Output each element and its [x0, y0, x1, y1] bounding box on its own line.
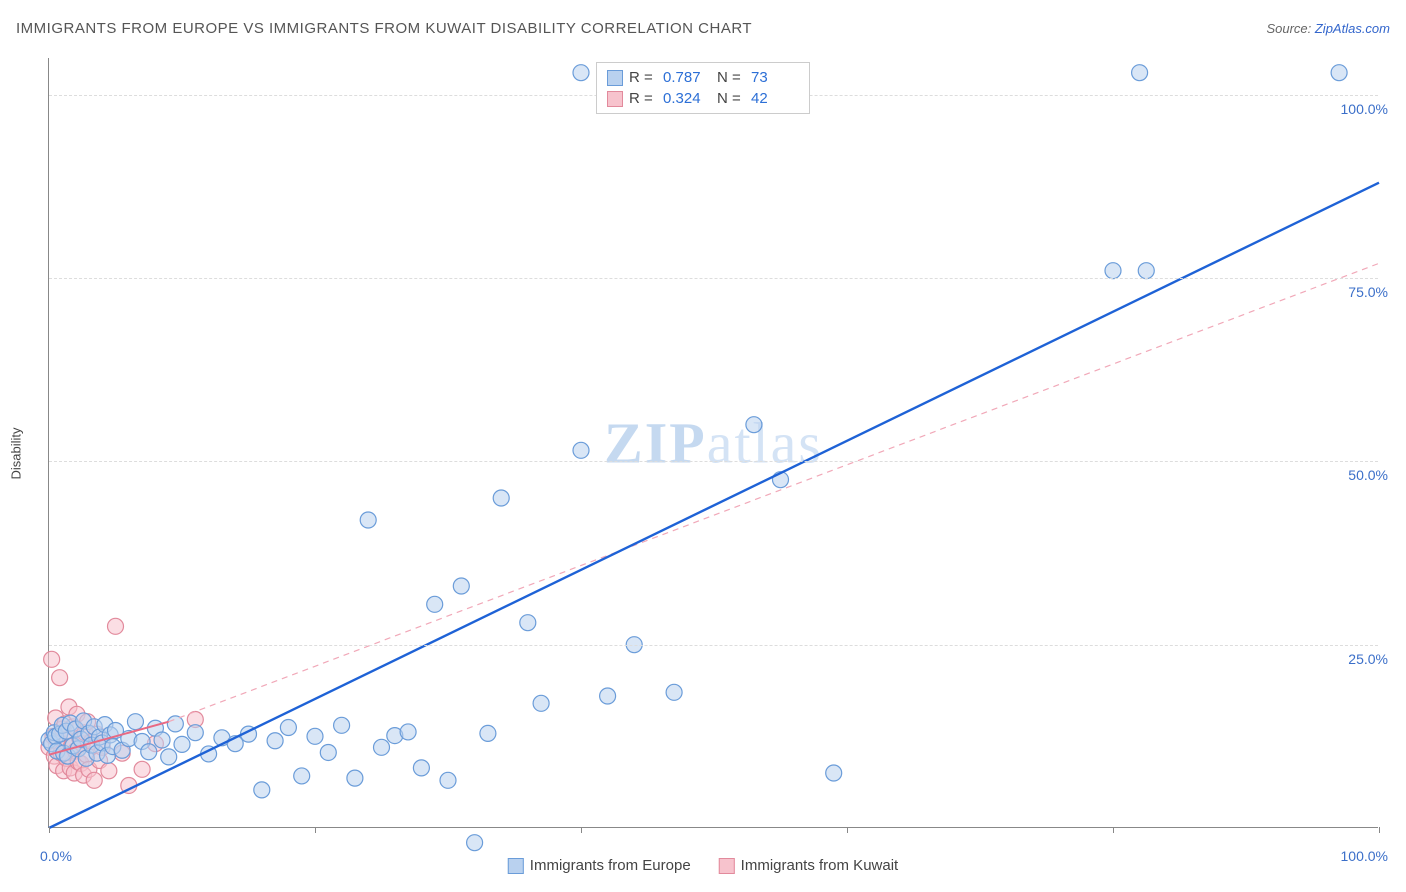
swatch-kuwait: [607, 91, 623, 107]
y-tick-25: 25.0%: [1348, 651, 1388, 667]
legend-row-europe: R = 0.787 N = 73: [607, 67, 799, 88]
r-value-kuwait: 0.324: [663, 90, 711, 107]
source-attribution: Source: ZipAtlas.com: [1266, 21, 1390, 36]
swatch-europe-bottom: [508, 858, 524, 874]
source-link[interactable]: ZipAtlas.com: [1315, 21, 1390, 36]
source-prefix: Source:: [1266, 21, 1314, 36]
chart-plot-area: ZIPatlas: [48, 58, 1378, 828]
r-label: R =: [629, 90, 657, 107]
r-value-europe: 0.787: [663, 69, 711, 86]
y-tick-75: 75.0%: [1348, 284, 1388, 300]
legend-row-kuwait: R = 0.324 N = 42: [607, 88, 799, 109]
legend-item-kuwait: Immigrants from Kuwait: [719, 857, 899, 874]
n-value-europe: 73: [751, 69, 799, 86]
y-tick-50: 50.0%: [1348, 467, 1388, 483]
correlation-legend: R = 0.787 N = 73 R = 0.324 N = 42: [596, 62, 810, 114]
n-value-kuwait: 42: [751, 90, 799, 107]
y-axis-label: Disability: [9, 427, 24, 479]
chart-title: IMMIGRANTS FROM EUROPE VS IMMIGRANTS FRO…: [16, 20, 752, 37]
legend-item-europe: Immigrants from Europe: [508, 857, 691, 874]
chart-header: IMMIGRANTS FROM EUROPE VS IMMIGRANTS FRO…: [16, 20, 1390, 37]
legend-label-kuwait: Immigrants from Kuwait: [741, 857, 899, 874]
series-legend: Immigrants from Europe Immigrants from K…: [508, 857, 898, 874]
legend-label-europe: Immigrants from Europe: [530, 857, 691, 874]
r-label: R =: [629, 69, 657, 86]
y-tick-100: 100.0%: [1341, 101, 1388, 117]
swatch-europe: [607, 70, 623, 86]
swatch-kuwait-bottom: [719, 858, 735, 874]
n-label: N =: [717, 90, 745, 107]
x-tick-100: 100.0%: [1341, 848, 1388, 864]
x-tick-0: 0.0%: [40, 848, 72, 864]
scatter-svg: [49, 58, 1378, 827]
n-label: N =: [717, 69, 745, 86]
